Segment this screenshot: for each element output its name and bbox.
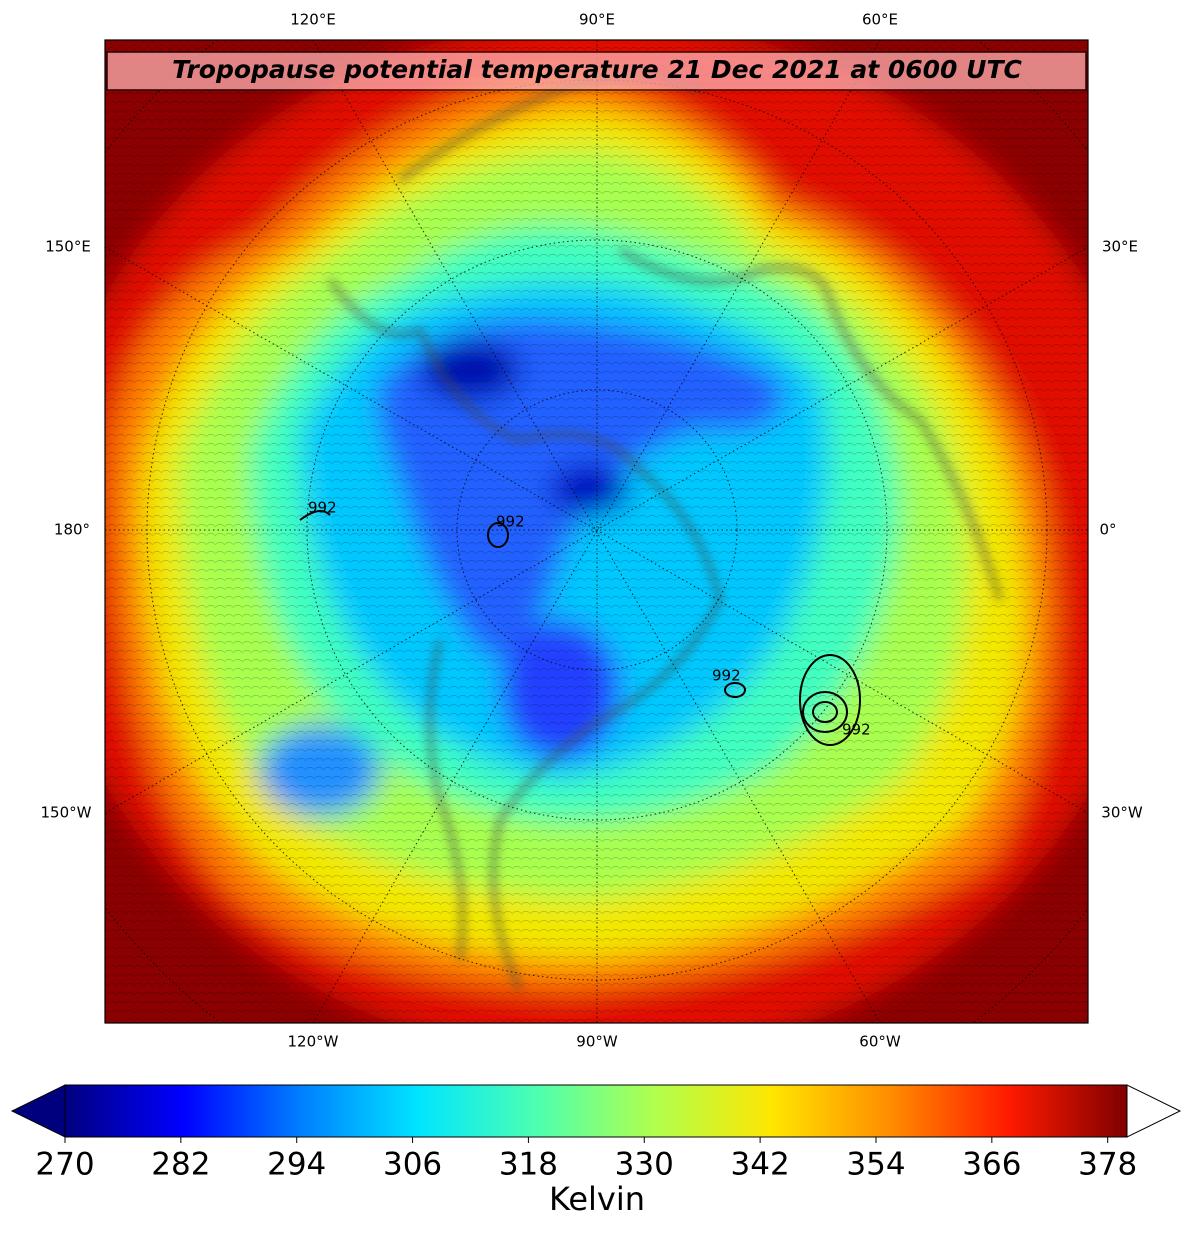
graticule-label: 60°W xyxy=(859,1033,901,1051)
title-box xyxy=(106,51,1087,91)
colorbar-tick-label: 294 xyxy=(267,1147,326,1183)
graticule-label: 150°E xyxy=(45,238,91,256)
graticule-label: 150°W xyxy=(41,804,92,822)
colorbar-tick-label: 318 xyxy=(499,1147,558,1183)
colorbar-over xyxy=(1126,1084,1182,1138)
graticule-label: 90°W xyxy=(576,1033,618,1051)
graticule-label: 0° xyxy=(1099,521,1116,539)
colorbar-tick-label: 354 xyxy=(846,1147,905,1183)
colorbar xyxy=(64,1084,1128,1138)
contour-label: 992 xyxy=(308,499,337,517)
colorbar-under xyxy=(10,1084,66,1138)
graticule-label: 120°W xyxy=(288,1033,339,1051)
graticule-label: 30°E xyxy=(1102,238,1138,256)
graticule-label: 90°E xyxy=(579,11,615,29)
colorbar-tick-label: 330 xyxy=(615,1147,674,1183)
map-frame xyxy=(104,39,1089,1024)
colorbar-label: Kelvin xyxy=(549,1180,645,1218)
colorbar-tick-label: 342 xyxy=(731,1147,790,1183)
colorbar-tick-label: 366 xyxy=(962,1147,1021,1183)
map: Tropopause potential temperature 21 Dec … xyxy=(105,40,1088,1023)
colorbar-tick-label: 282 xyxy=(151,1147,210,1183)
contour-label: 992 xyxy=(842,721,871,739)
graticule-label: 60°E xyxy=(862,11,898,29)
map-title: Tropopause potential temperature 21 Dec … xyxy=(172,55,1022,84)
contour-label: 992 xyxy=(712,667,741,685)
contour-label: 992 xyxy=(496,513,525,531)
graticule-label: 30°W xyxy=(1101,804,1143,822)
graticule-label: 180° xyxy=(54,521,90,539)
colorbar-tick-label: 306 xyxy=(383,1147,442,1183)
colorbar-tick-label: 378 xyxy=(1078,1147,1137,1183)
graticule-label: 120°E xyxy=(290,11,336,29)
colorbar-tick-label: 270 xyxy=(35,1147,94,1183)
